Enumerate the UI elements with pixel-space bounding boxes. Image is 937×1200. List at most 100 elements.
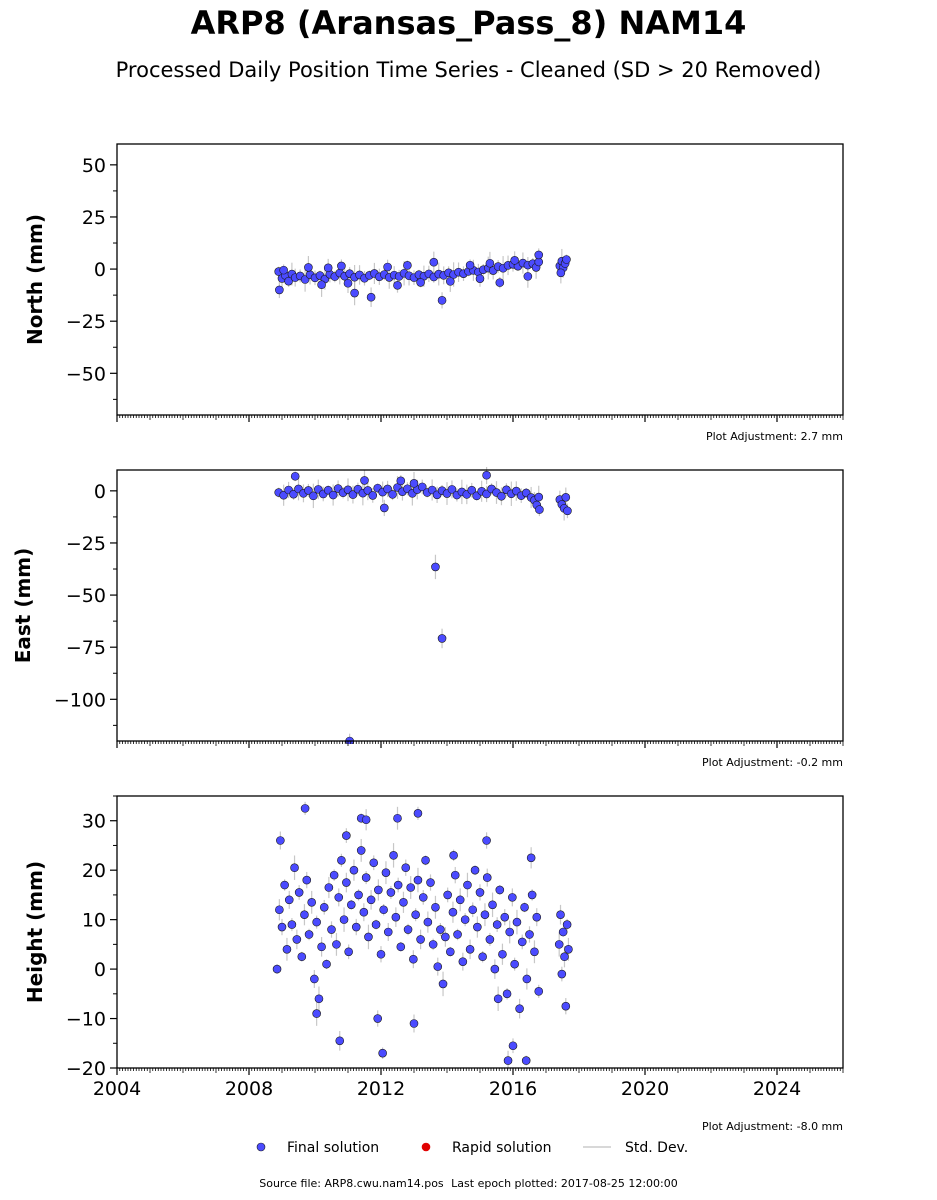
panel-3-data-point [562, 920, 572, 929]
legend-label-2: Rapid solution [452, 1140, 552, 1156]
panel-3-xtick-label: 2020 [621, 1078, 669, 1100]
panel-2-data-point [328, 490, 338, 500]
panel-3-data-point [302, 875, 312, 885]
panel-3-data-point [282, 945, 292, 954]
panel-3-data-point [520, 902, 529, 912]
panel-3-data-point [482, 873, 492, 882]
panel-3-data-point [443, 890, 452, 900]
panel-3-data-point [411, 910, 420, 919]
panel-3-data-point [376, 949, 386, 959]
panel-3-data-point [449, 851, 458, 860]
panel-2-data-point [535, 505, 544, 514]
page-title: ARP8 (Aransas_Pass_8) NAM14 [190, 4, 747, 42]
panel-3-ytick-label: −20 [66, 1058, 106, 1080]
panel-3-data-point [490, 964, 500, 974]
panel-3-data-point [406, 883, 416, 892]
panel-3-data-point [393, 813, 402, 823]
panel-1-data-point [337, 261, 346, 271]
panel-3-data-point [463, 880, 472, 890]
panel-1-ytick-label: 0 [94, 259, 106, 281]
panel-1-data-point [403, 261, 412, 270]
last-epoch-text: Last epoch plotted: 2017-08-25 12:00:00 [451, 1177, 678, 1190]
panel-3-data-point [532, 912, 542, 922]
panel-3-data-point [312, 1009, 321, 1018]
panel-2-ylabel: East (mm) [11, 548, 35, 664]
panel-3-data-point [292, 935, 302, 944]
panel-3-data-point [465, 945, 475, 954]
panel-3-data-point [478, 952, 487, 962]
panel-3-data-point [324, 883, 334, 892]
panel-2-data-point [482, 470, 491, 480]
panel-3-data-point [515, 1004, 524, 1013]
panel-3-data-point [312, 917, 321, 927]
panel-3-data-point [508, 1041, 518, 1051]
panel-3-data-point [460, 915, 470, 924]
panel-3-data-point [438, 979, 448, 989]
panel-3-data-point [280, 880, 289, 890]
panel-3-data-point [364, 932, 373, 942]
panel-2-data-point [396, 476, 406, 486]
panel-3-data-point [276, 836, 285, 845]
panel-3-data-point [428, 940, 438, 949]
panel-2-data-point [467, 485, 477, 495]
panel-3-data-point [413, 875, 423, 885]
panel-3-ytick-label: 10 [82, 910, 106, 932]
panel-3-data-point [389, 851, 398, 860]
panel-3-data-point [317, 942, 326, 952]
panel-3-data-point [473, 922, 482, 932]
panel-2-data-point [563, 506, 572, 516]
panel-3-data-point [327, 925, 336, 934]
page-subtitle: Processed Daily Position Time Series - C… [115, 58, 822, 82]
panel-3-xtick-label: 2008 [225, 1078, 273, 1100]
panel-3-data-point [423, 917, 433, 927]
panel-3-data-point [378, 1048, 387, 1058]
panel-3-ytick-label: −10 [66, 1009, 106, 1031]
panel-3-data-point [381, 868, 391, 877]
panel-3-xtick-label: 2024 [753, 1078, 801, 1100]
panel-3-data-point [371, 920, 381, 929]
panel-3-data-point [356, 846, 366, 855]
panel-3-data-point [379, 905, 388, 915]
panel-3-data-point [272, 964, 282, 974]
panel-3-data-point [433, 962, 443, 971]
panel-3-data-point [342, 878, 351, 887]
panel-2-data-point [279, 490, 288, 500]
panel-2-data-point [289, 489, 298, 499]
panel-3-data-point [290, 863, 299, 873]
panel-3-data-point [455, 895, 465, 905]
panel-3-data-point [482, 836, 491, 845]
panel-1-data-point [429, 257, 439, 267]
panel-3-data-point [453, 930, 462, 939]
panel-3-data-point [554, 940, 564, 949]
panel-3-data-point [512, 917, 522, 927]
panel-1-data-point [279, 265, 288, 275]
panel-3-data-point [431, 902, 440, 912]
panel-1-data-point [465, 260, 475, 270]
panel-1-ytick-label: −50 [66, 363, 106, 385]
panel-3-data-point [480, 910, 490, 919]
panel-3-data-point [351, 922, 361, 932]
panel-2-data-point [304, 486, 313, 495]
panel-3-data-point [557, 969, 567, 979]
panel-3-data-point [558, 927, 568, 937]
panel-3-data-point [335, 1036, 345, 1046]
panel-3-data-point [359, 907, 369, 917]
panel-3-frame [116, 795, 844, 1069]
panel-3-data-point [403, 925, 413, 934]
panel-3-data-point [421, 855, 430, 865]
panel-3-data-point [458, 957, 468, 966]
panel-3-data-point [337, 855, 346, 865]
panel-3-data-point [391, 912, 401, 922]
panel-3-data-point [448, 907, 458, 917]
panel-1-data-point [350, 288, 359, 298]
panel-3-data-point [373, 1014, 383, 1023]
panel-3-data-point [319, 902, 329, 912]
panel-1-data-point [317, 280, 326, 290]
panel-1-data-point [323, 263, 333, 273]
panel-2-data-point [417, 482, 427, 492]
panel-2-data-point [348, 490, 358, 499]
panel-2-data-point [368, 491, 378, 500]
panel-3-data-point [525, 930, 534, 939]
panel-3-data-point [436, 925, 445, 934]
